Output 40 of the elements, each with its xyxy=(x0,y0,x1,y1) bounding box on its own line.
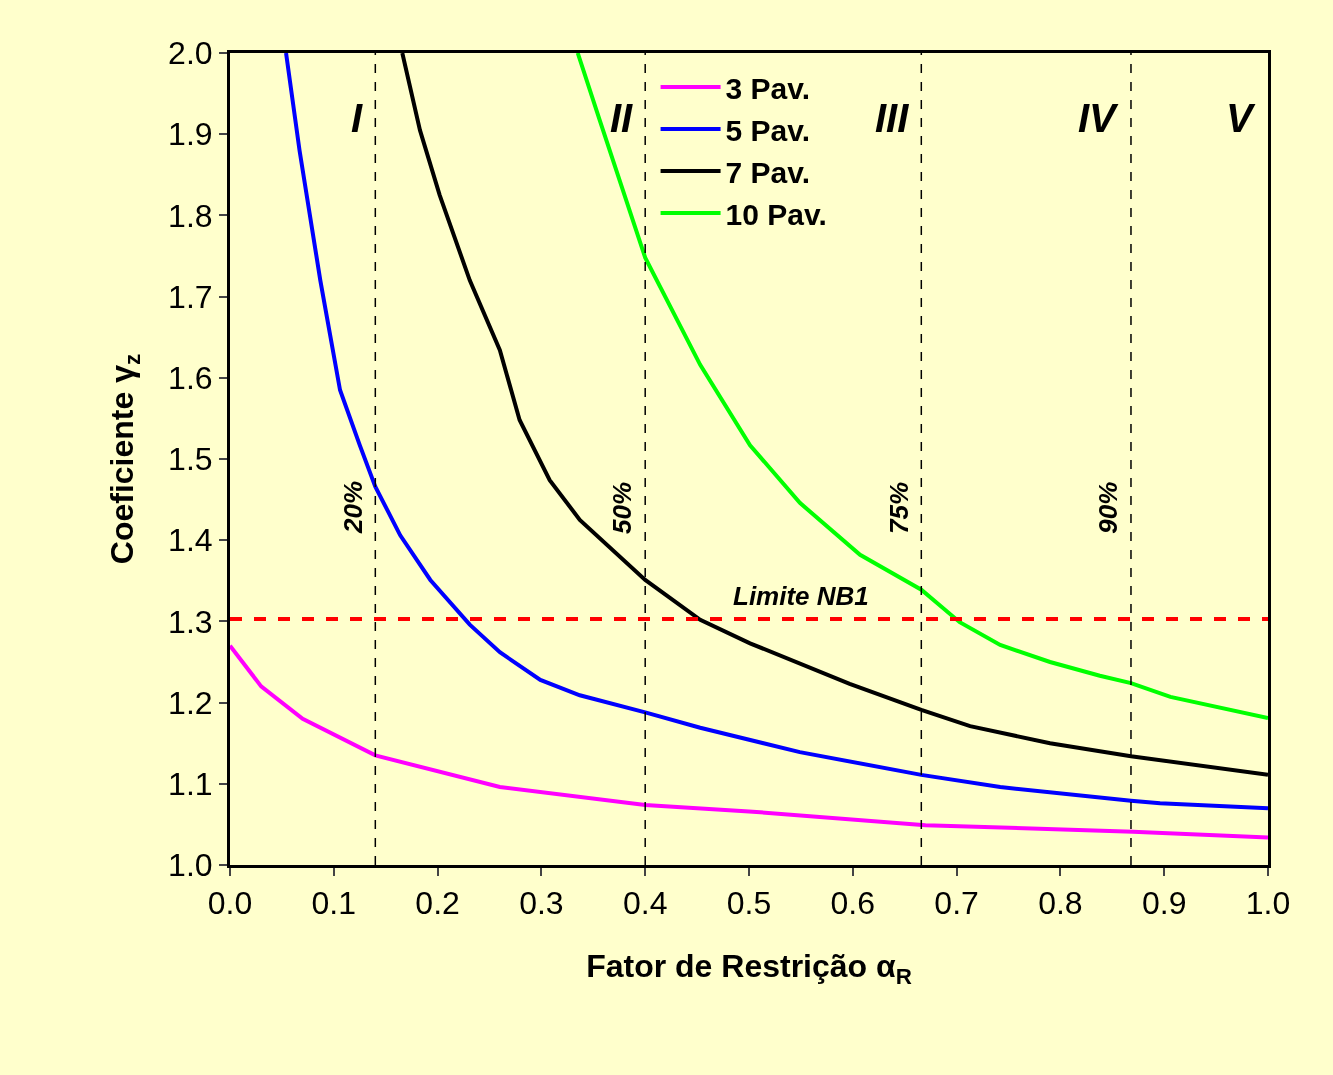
x-tick-label: 0.3 xyxy=(519,885,564,922)
y-tick-label: 1.3 xyxy=(168,603,213,640)
line-series xyxy=(575,53,1268,721)
x-tick-label: 0.9 xyxy=(1141,885,1187,922)
x-tick-label: 0.5 xyxy=(726,885,772,922)
x-axis-title: Fator de Restrição α$_{R}$ xyxy=(586,948,912,990)
y-tick-label: 1.6 xyxy=(168,360,213,396)
x-tick-label: 1.0 xyxy=(1245,885,1291,922)
annotation: 90% xyxy=(1093,481,1124,534)
legend-label: 3 Pav. xyxy=(725,71,811,105)
y-tick-label: 1.8 xyxy=(168,197,213,234)
y-tick-label: 1.1 xyxy=(168,766,213,802)
x-tick-label: 0.0 xyxy=(207,885,253,922)
legend-label: 10 Pav. xyxy=(725,197,827,231)
x-tick-label: 0.1 xyxy=(311,885,357,922)
line-series xyxy=(230,643,1268,840)
annotation: 50% xyxy=(607,481,638,534)
annotation: I xyxy=(351,96,363,140)
y-tick-label: 1.2 xyxy=(168,684,213,721)
ref-line-label: Limite NB1 xyxy=(733,581,869,611)
annotation: IV xyxy=(1078,96,1120,140)
legend-label: 5 Pav. xyxy=(725,113,811,147)
y-tick-label: 2.0 xyxy=(168,35,213,72)
y-tick-label: 1.7 xyxy=(168,278,213,315)
x-tick-label: 0.6 xyxy=(830,885,876,922)
annotation: III xyxy=(875,96,910,140)
annotation: V xyxy=(1226,96,1256,140)
legend-label: 7 Pav. xyxy=(725,155,811,189)
annotation: 75% xyxy=(883,481,914,535)
y-tick-label: 1.4 xyxy=(168,522,213,559)
y-tick-label: 1.0 xyxy=(168,847,213,884)
y-tick-label: 1.9 xyxy=(168,116,213,153)
x-tick-label: 0.4 xyxy=(622,885,668,922)
x-tick-label: 0.8 xyxy=(1038,885,1083,922)
x-tick-label: 0.2 xyxy=(415,885,460,922)
annotation: II xyxy=(610,96,634,140)
y-tick-label: 1.5 xyxy=(168,441,213,478)
line-series xyxy=(284,53,1268,811)
x-tick-label: 0.7 xyxy=(934,885,979,922)
annotation: 20% xyxy=(337,480,368,535)
